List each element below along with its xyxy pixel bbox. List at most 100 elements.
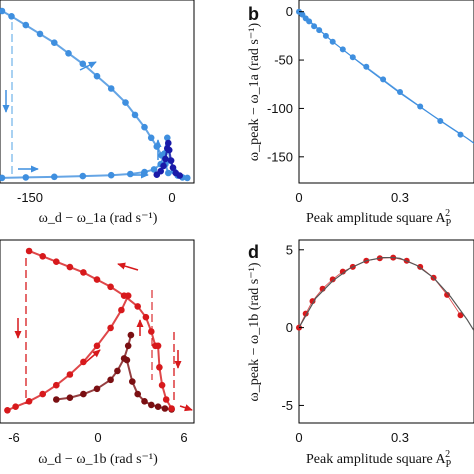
panel-c-plot: [4, 247, 175, 414]
panel-c-series-0-point-3: [66, 263, 74, 271]
panel-c-series-0-point-6: [107, 283, 114, 291]
panel-c-series-3-point-2: [134, 390, 141, 398]
panel-c-series-3-point-5: [154, 403, 162, 411]
panel-a-series-0-point-1: [8, 12, 15, 20]
panel-c-series-2-point-1: [66, 394, 74, 402]
panel-a-frame: [0, 0, 195, 184]
panel-c-xlabel: ω_d − ω_1b (rad s⁻¹): [38, 452, 158, 467]
panel-c-series-0-point-0: [25, 247, 33, 255]
panel-a-series-0-point-10: [131, 111, 139, 119]
panel-b-fit-line: [298, 11, 474, 144]
panel-c-series-2-point-7: [124, 342, 132, 350]
panel-a-series-2-point-5: [165, 139, 172, 147]
panel-c-series-3-point-0: [123, 356, 131, 364]
panel-a-series-1-point-7: [150, 166, 158, 173]
panel-b: b 0 -50 -100 -150 0 0.3 Peak amplitude squa…: [247, 0, 474, 229]
panel-c-series-2-line: [56, 334, 132, 401]
panel-d-series-0-line: [298, 257, 461, 328]
panel-d-xlabel-main: Peak amplitude square A: [306, 452, 446, 467]
panel-c-series-1-point-3: [39, 390, 46, 398]
panel-a-series-0-point-11: [141, 123, 148, 131]
panel-c-series-0-point-4: [80, 269, 87, 276]
panel-a-arrow-left: [79, 61, 97, 71]
panel-a-series-0-line: [1, 10, 170, 174]
panel-b-label: b: [248, 4, 259, 24]
panel-d-series-0-point-5: [339, 268, 346, 275]
panel-c-series-1-point-8: [107, 324, 114, 332]
panel-c-series-0-point-9: [142, 313, 150, 321]
panel-a-series-0-point-9: [122, 99, 129, 106]
panel-b-series-0-line: [298, 11, 461, 135]
panel-c-series-0-point-1: [39, 252, 46, 260]
panel-d-label: d: [248, 242, 259, 262]
panel-a-series-0-point-2: [22, 21, 30, 29]
panel-a-series-1-point-4: [107, 171, 115, 179]
panel-d-series-0-point-14: [457, 312, 464, 319]
panel-a-series-2-point-8: [169, 164, 177, 171]
panel-b-ytick-3: -150: [267, 149, 293, 164]
panel-d-yticks: 5 0 -5: [281, 242, 304, 413]
panel-c-series-3-point-1: [129, 378, 136, 385]
panel-c-arrow-up-right: [85, 349, 101, 363]
panel-d-series-0-point-2: [309, 298, 316, 305]
panel-b-series-0-point-4: [311, 23, 318, 30]
panel-a-xtick-0: -150: [17, 190, 43, 205]
panel-a-xlabel: ω_d − ω_1a (rad s⁻¹): [39, 211, 158, 226]
panel-a-series-0-point-6: [79, 60, 87, 68]
panel-c-series-1-point-9: [118, 306, 125, 314]
panel-a-series-1-point-0: [0, 174, 6, 182]
panel-c: -6 0 6 ω_d − ω_1b (rad s⁻¹): [0, 239, 195, 467]
panel-c-xtick-2: 6: [180, 430, 187, 445]
panel-b-frame: [298, 0, 474, 184]
panel-b-xlabel: Peak amplitude square AP2: [306, 208, 452, 229]
panel-c-series-1-point-6: [80, 358, 87, 366]
panel-a-series-0-point-0: [0, 7, 6, 15]
panel-c-series-1-point-4: [53, 381, 60, 389]
panel-b-xtick-1: 0.3: [391, 190, 409, 205]
panel-d-ytick-2: -5: [281, 398, 293, 413]
panel-c-series-1-point-10: [124, 292, 132, 300]
panel-a-series-2-point-1: [157, 167, 164, 175]
panel-c-series-2-point-5: [114, 367, 121, 375]
panel-c-series-1-point-2: [25, 398, 33, 405]
panel-d-ytick-1: 0: [286, 320, 293, 335]
panel-c-series-1-point-1: [12, 403, 19, 411]
panel-a-series-0-point-3: [36, 30, 44, 38]
panel-a-series-0-point-16: [165, 169, 172, 177]
panel-c-frame: [0, 239, 195, 424]
panel-d-xtick-0: 0: [295, 430, 302, 445]
panel-c-series-4-point-1: [162, 396, 170, 403]
panel-d-frame: [298, 239, 474, 424]
panel-a-series-2-point-7: [167, 157, 175, 164]
panel-a-series-2-point-10: [176, 172, 183, 179]
panel-d-xlabel-sub: P: [446, 459, 452, 470]
panel-c-series-4-point-4: [154, 342, 162, 350]
panel-d-xlabel-sup: 2: [445, 449, 450, 460]
panel-c-series-4-point-3: [156, 364, 163, 371]
panel-d-ytick-0: 5: [286, 242, 293, 257]
panel-c-series-1-point-0: [4, 407, 11, 414]
panel-b-xtick-0: 0: [295, 190, 302, 205]
panel-b-ytick-2: -100: [267, 101, 293, 116]
panel-c-series-3-point-4: [148, 401, 155, 409]
panel-c-xtick-0: -6: [8, 430, 20, 445]
panel-c-series-2-point-8: [127, 331, 135, 339]
panel-c-series-3-point-6: [161, 405, 169, 412]
panel-b-ytick-1: -50: [274, 53, 293, 68]
panel-d-series-0-point-4: [329, 276, 336, 283]
panel-c-series-1-point-7: [93, 342, 101, 350]
panel-a-series-1-point-3: [79, 172, 87, 180]
panel-b-ylabel: ω_peak − ω_1a (rad s⁻¹): [247, 23, 262, 162]
panel-b-xlabel-main: Peak amplitude square A: [306, 211, 446, 226]
panel-a-series-0-point-12: [147, 134, 155, 142]
panel-a-series-1-point-6: [141, 168, 148, 176]
panel-b-yticks: 0 -50 -100 -150: [267, 4, 304, 164]
panel-a-xtick-1: 0: [168, 190, 175, 205]
panel-c-series-0-point-10: [148, 328, 155, 335]
panel-d-xlabel: Peak amplitude square AP2: [306, 449, 452, 470]
panel-a-series-0-point-5: [65, 50, 72, 57]
panel-a-series-0-point-4: [51, 39, 58, 46]
panel-a-series-2-point-3: [162, 155, 169, 163]
panel-a-series-0-point-7: [93, 72, 101, 80]
panel-d-ylabel: ω_peak − ω_1b (rad s⁻¹): [247, 262, 262, 401]
